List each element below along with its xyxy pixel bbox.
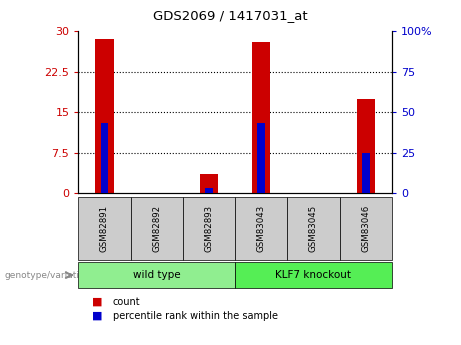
- Bar: [257, 124, 265, 193]
- Text: GSM82893: GSM82893: [205, 205, 213, 252]
- Text: genotype/variation: genotype/variation: [5, 270, 91, 280]
- Text: GSM82891: GSM82891: [100, 205, 109, 252]
- Text: KLF7 knockout: KLF7 knockout: [276, 270, 351, 280]
- Bar: [100, 124, 108, 193]
- Text: GSM83045: GSM83045: [309, 205, 318, 252]
- Text: GSM83043: GSM83043: [257, 205, 266, 252]
- Text: ■: ■: [92, 297, 103, 307]
- Text: GSM82892: GSM82892: [152, 205, 161, 252]
- Bar: [205, 188, 213, 193]
- Text: wild type: wild type: [133, 270, 181, 280]
- Bar: [362, 152, 370, 193]
- Text: count: count: [113, 297, 141, 307]
- Bar: [95, 39, 113, 193]
- Text: percentile rank within the sample: percentile rank within the sample: [113, 311, 278, 321]
- Bar: [357, 99, 375, 193]
- Text: GSM83046: GSM83046: [361, 205, 370, 252]
- Text: GDS2069 / 1417031_at: GDS2069 / 1417031_at: [153, 9, 308, 22]
- Bar: [252, 42, 270, 193]
- Bar: [200, 174, 218, 193]
- Text: ■: ■: [92, 311, 103, 321]
